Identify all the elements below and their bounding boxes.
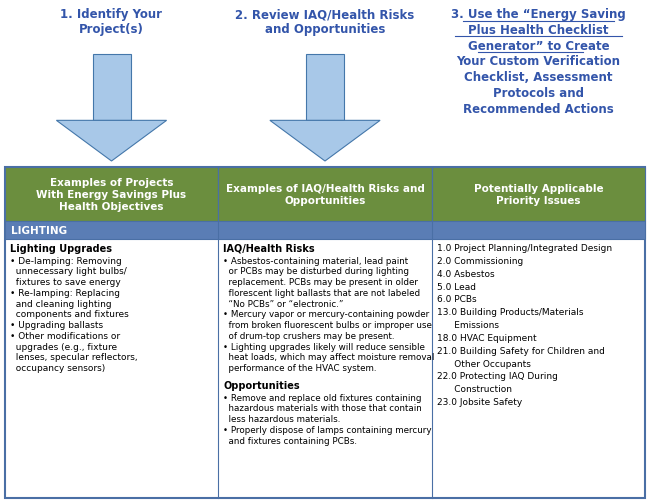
Text: LIGHTING: LIGHTING — [11, 225, 67, 235]
Bar — [5, 168, 645, 498]
Text: IAQ/Health Risks: IAQ/Health Risks — [223, 243, 315, 254]
Text: Opportunities: Opportunities — [223, 380, 300, 390]
Text: Examples of IAQ/Health Risks and
Opportunities: Examples of IAQ/Health Risks and Opportu… — [226, 184, 424, 205]
Text: 2. Review IAQ/Health Risks
and Opportunities: 2. Review IAQ/Health Risks and Opportuni… — [235, 8, 415, 36]
Bar — [432, 168, 645, 221]
Bar — [5, 221, 645, 239]
Bar — [92, 55, 131, 121]
Bar — [218, 168, 432, 221]
Text: 1. Identify Your
Project(s): 1. Identify Your Project(s) — [60, 8, 162, 36]
Polygon shape — [270, 121, 380, 162]
Bar — [5, 168, 218, 221]
Text: Examples of Projects
With Energy Savings Plus
Health Objectives: Examples of Projects With Energy Savings… — [36, 178, 187, 211]
Text: • De-lamping: Removing
  unnecessary light bulbs/
  fixtures to save energy
• Re: • De-lamping: Removing unnecessary light… — [10, 256, 138, 372]
Bar — [5, 239, 645, 498]
Text: • Remove and replace old fixtures containing
  hazardous materials with those th: • Remove and replace old fixtures contai… — [223, 393, 432, 445]
Text: • Asbestos-containing material, lead paint
  or PCBs may be disturbed during lig: • Asbestos-containing material, lead pai… — [223, 256, 434, 372]
Text: 3. Use the “Energy Saving
Plus Health Checklist
Generator” to Create
Your Custom: 3. Use the “Energy Saving Plus Health Ch… — [451, 8, 626, 116]
Polygon shape — [57, 121, 166, 162]
Text: Potentially Applicable
Priority Issues: Potentially Applicable Priority Issues — [474, 184, 603, 205]
Text: 1.0 Project Planning/Integrated Design
2.0 Commissioning
4.0 Asbestos
5.0 Lead
6: 1.0 Project Planning/Integrated Design 2… — [437, 243, 612, 406]
Bar — [306, 55, 344, 121]
Text: Lighting Upgrades: Lighting Upgrades — [10, 243, 112, 254]
